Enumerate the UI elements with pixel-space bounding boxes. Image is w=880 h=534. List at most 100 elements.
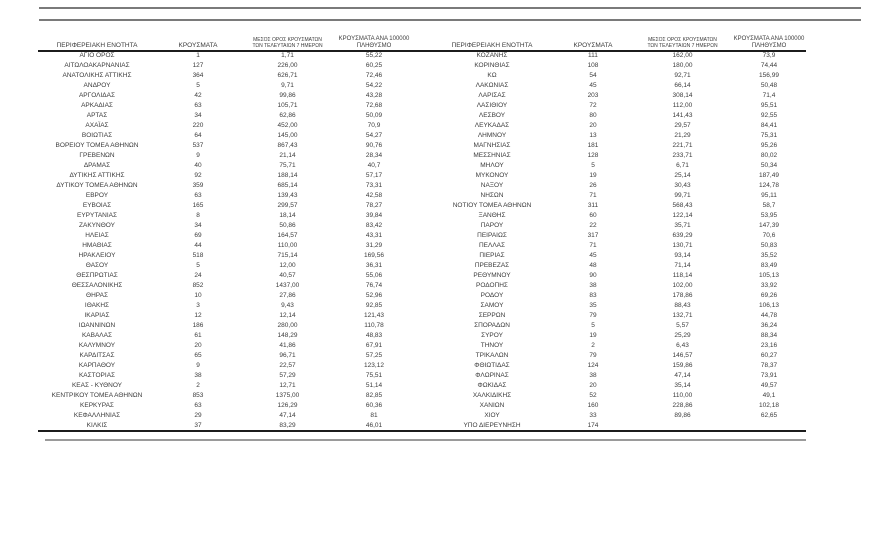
per100k-cell: 88,34 — [760, 332, 778, 339]
region-cell: ΝΑΞΟΥ — [480, 182, 504, 189]
avg7days-cell: 568,43 — [672, 202, 693, 209]
region-cell: ΑΡΚΑΔΙΑΣ — [81, 102, 113, 109]
region-cell: ΘΑΣΟΥ — [85, 262, 109, 269]
per100k-cell: 36,24 — [760, 322, 778, 329]
avg7days-cell: 22,57 — [279, 362, 296, 369]
cases-cell: 8 — [196, 212, 200, 219]
table-row: ΝΗΣΩΝ 71 99,71 95,11 — [433, 191, 808, 201]
cases-cell: 10 — [194, 292, 202, 299]
table-row: ΞΑΝΘΗΣ 60 122,14 53,95 — [433, 211, 808, 221]
region-cell: ΗΜΑΘΙΑΣ — [82, 242, 112, 249]
avg7days-cell: 12,14 — [279, 312, 296, 319]
region-cell: ΚΑΒΑΛΑΣ — [81, 332, 113, 339]
avg7days-cell: 130,71 — [672, 242, 693, 249]
cases-cell: 38 — [194, 372, 202, 379]
avg7days-cell: 25,14 — [674, 172, 691, 179]
region-cell: ΧΙΟΥ — [484, 412, 500, 419]
per100k-cell: 60,25 — [365, 62, 383, 69]
avg7days-cell: 1,71 — [281, 52, 294, 59]
table-row: ΚΩ 54 92,71 156,99 — [433, 71, 808, 81]
avg7days-cell: 159,86 — [672, 362, 693, 369]
avg7days-cell: 228,86 — [672, 402, 693, 409]
avg7days-cell: 5,57 — [676, 322, 689, 329]
cases-cell: 9 — [196, 362, 200, 369]
region-cell: ΑΡΓΟΛΙΔΑΣ — [78, 92, 116, 99]
region-cell: ΕΒΡΟΥ — [85, 192, 109, 199]
header-row: ΠΕΡΙΦΕΡΕΙΑΚΗ ΕΝΟΤΗΤΑ ΚΡΟΥΣΜΑΤΑ ΜΕΣΟΣ ΟΡΟ… — [38, 29, 413, 51]
cases-cell: 71 — [589, 242, 597, 249]
per100k-cell: 92,55 — [760, 112, 778, 119]
cases-cell: 90 — [589, 272, 597, 279]
per100k-cell: 44,78 — [760, 312, 778, 319]
cases-cell: 45 — [589, 82, 597, 89]
column-header-avg7days: ΜΕΣΟΣ ΟΡΟΣ ΚΡΟΥΣΜΑΤΩΝ ΤΩΝ ΤΕΛΕΥΤΑΙΩΝ 7 Η… — [647, 37, 718, 49]
cases-cell: 1 — [196, 52, 200, 59]
region-cell: ΜΗΛΟΥ — [480, 162, 504, 169]
cases-cell: 92 — [194, 172, 202, 179]
avg7days-cell: 139,43 — [277, 192, 298, 199]
per100k-cell: 60,27 — [760, 352, 778, 359]
region-cell: ΕΥΡΥΤΑΝΙΑΣ — [76, 212, 118, 219]
per100k-cell: 67,91 — [365, 342, 383, 349]
region-cell: ΠΑΡΟΥ — [480, 222, 504, 229]
avg7days-cell: 308,14 — [672, 92, 693, 99]
region-cell: ΜΥΚΟΝΟΥ — [475, 172, 509, 179]
table-row: ΕΒΡΟΥ 63 139,43 42,58 — [38, 191, 413, 201]
cases-cell: 33 — [589, 412, 597, 419]
per100k-cell: 110,78 — [364, 322, 384, 329]
per100k-cell: 43,28 — [365, 92, 383, 99]
cases-cell: 181 — [587, 142, 599, 149]
per100k-cell: 71,4 — [762, 92, 776, 99]
avg7days-cell: 18,14 — [279, 212, 296, 219]
region-cell: ΑΝΔΡΟΥ — [83, 82, 111, 89]
per100k-cell: 82,85 — [365, 392, 383, 399]
avg7days-cell: 99,71 — [674, 192, 691, 199]
column-header-cases: ΚΡΟΥΣΜΑΤΑ — [573, 42, 613, 49]
region-cell: ΠΙΕΡΙΑΣ — [479, 252, 505, 259]
table-row: ΚΑΡΠΑΘΟΥ 9 22,57 123,12 — [38, 361, 413, 371]
region-cell: ΦΛΩΡΙΝΑΣ — [475, 372, 509, 379]
avg7days-cell: 626,71 — [277, 72, 298, 79]
cases-cell: 19 — [589, 332, 597, 339]
cases-cell: 20 — [194, 342, 202, 349]
per100k-cell: 72,68 — [365, 102, 383, 109]
table-row: ΠΑΡΟΥ 22 35,71 147,39 — [433, 221, 808, 231]
per100k-cell: 46,01 — [365, 422, 383, 429]
per100k-cell: 90,76 — [365, 142, 383, 149]
cases-cell: 20 — [589, 382, 597, 389]
table-row: ΑΡΓΟΛΙΔΑΣ 42 99,86 43,28 — [38, 91, 413, 101]
per100k-cell: 49,1 — [762, 392, 776, 399]
cases-cell: 44 — [194, 242, 202, 249]
avg7days-cell: 164,57 — [277, 232, 298, 239]
region-cell: ΠΕΙΡΑΙΩΣ — [477, 232, 507, 239]
table-row: ΑΡΚΑΔΙΑΣ 63 105,71 72,68 — [38, 101, 413, 111]
header-row: ΠΕΡΙΦΕΡΕΙΑΚΗ ΕΝΟΤΗΤΑ ΚΡΟΥΣΜΑΤΑ ΜΕΣΟΣ ΟΡΟ… — [433, 29, 808, 51]
cases-cell: 160 — [587, 402, 599, 409]
avg7days-cell: 102,00 — [672, 282, 693, 289]
region-cell: ΧΑΝΙΩΝ — [479, 402, 505, 409]
region-cell: ΚΕΦΑΛΛΗΝΙΑΣ — [73, 412, 121, 419]
table-row: ΕΥΒΟΙΑΣ 165 299,57 78,27 — [38, 201, 413, 211]
cases-cell: 5 — [591, 322, 595, 329]
region-cell: ΒΟΙΩΤΙΑΣ — [81, 132, 113, 139]
region-cell: ΥΠΟ ΔΙΕΡΕΥΝΗΣΗ — [463, 422, 521, 429]
per100k-cell: 51,14 — [365, 382, 383, 389]
per100k-cell: 147,39 — [759, 222, 779, 229]
per100k-cell: 121,43 — [364, 312, 384, 319]
avg7days-cell: 221,71 — [672, 142, 693, 149]
avg7days-cell: 299,57 — [277, 202, 298, 209]
region-cell: ΚΕΝΤΡΙΚΟΥ ΤΟΜΕΑ ΑΘΗΝΩΝ — [51, 392, 143, 399]
avg7days-cell: 41,86 — [279, 342, 296, 349]
per100k-cell: 43,31 — [365, 232, 383, 239]
cases-cell: 111 — [588, 52, 598, 59]
table-row: ΚΑΣΤΟΡΙΑΣ 38 57,29 75,51 — [38, 371, 413, 381]
avg7days-cell: 715,14 — [277, 252, 298, 259]
region-cell: ΑΡΤΑΣ — [86, 112, 108, 119]
region-cell: ΗΛΕΙΑΣ — [85, 232, 109, 239]
per100k-cell: 123,12 — [364, 362, 384, 369]
region-cell: ΣΠΟΡΑΔΩΝ — [474, 322, 510, 329]
avg7days-cell: 1437,00 — [275, 282, 300, 289]
per100k-cell: 73,91 — [760, 372, 778, 379]
table-row: ΡΟΔΟΥ 83 178,86 69,26 — [433, 291, 808, 301]
table-row: ΑΓΙΟ ΟΡΟΣ 1 1,71 55,22 — [38, 51, 413, 61]
